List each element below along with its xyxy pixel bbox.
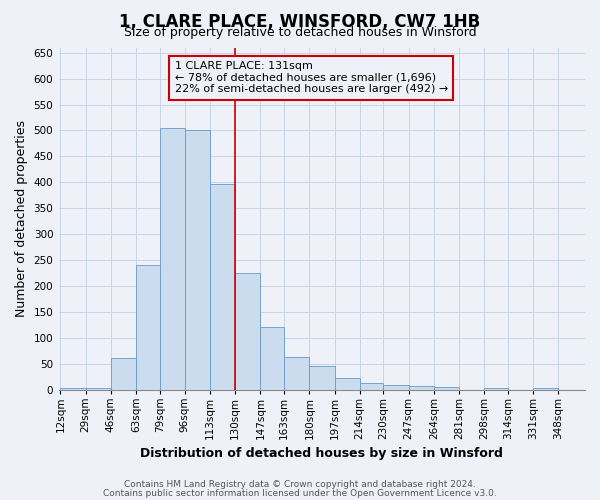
Text: Contains HM Land Registry data © Crown copyright and database right 2024.: Contains HM Land Registry data © Crown c… — [124, 480, 476, 489]
Text: Contains public sector information licensed under the Open Government Licence v3: Contains public sector information licen… — [103, 488, 497, 498]
Bar — [160, 128, 185, 390]
Bar — [383, 385, 409, 390]
Bar — [284, 358, 310, 390]
Bar — [210, 184, 235, 390]
Text: 1, CLARE PLACE, WINSFORD, CW7 1HB: 1, CLARE PLACE, WINSFORD, CW7 1HB — [119, 12, 481, 30]
Bar — [61, 388, 86, 390]
Bar — [484, 388, 508, 390]
Bar — [86, 388, 111, 390]
Bar — [235, 273, 260, 390]
Bar — [310, 366, 335, 390]
Y-axis label: Number of detached properties: Number of detached properties — [15, 120, 28, 317]
Bar — [111, 358, 136, 390]
Text: Size of property relative to detached houses in Winsford: Size of property relative to detached ho… — [124, 26, 476, 39]
Bar — [360, 383, 383, 390]
X-axis label: Distribution of detached houses by size in Winsford: Distribution of detached houses by size … — [140, 447, 503, 460]
Bar — [409, 386, 434, 390]
Bar — [185, 130, 210, 390]
Bar — [434, 387, 459, 390]
Bar — [136, 265, 160, 390]
Bar — [260, 328, 284, 390]
Bar — [533, 388, 559, 390]
Text: 1 CLARE PLACE: 131sqm
← 78% of detached houses are smaller (1,696)
22% of semi-d: 1 CLARE PLACE: 131sqm ← 78% of detached … — [175, 61, 448, 94]
Bar — [335, 378, 360, 390]
